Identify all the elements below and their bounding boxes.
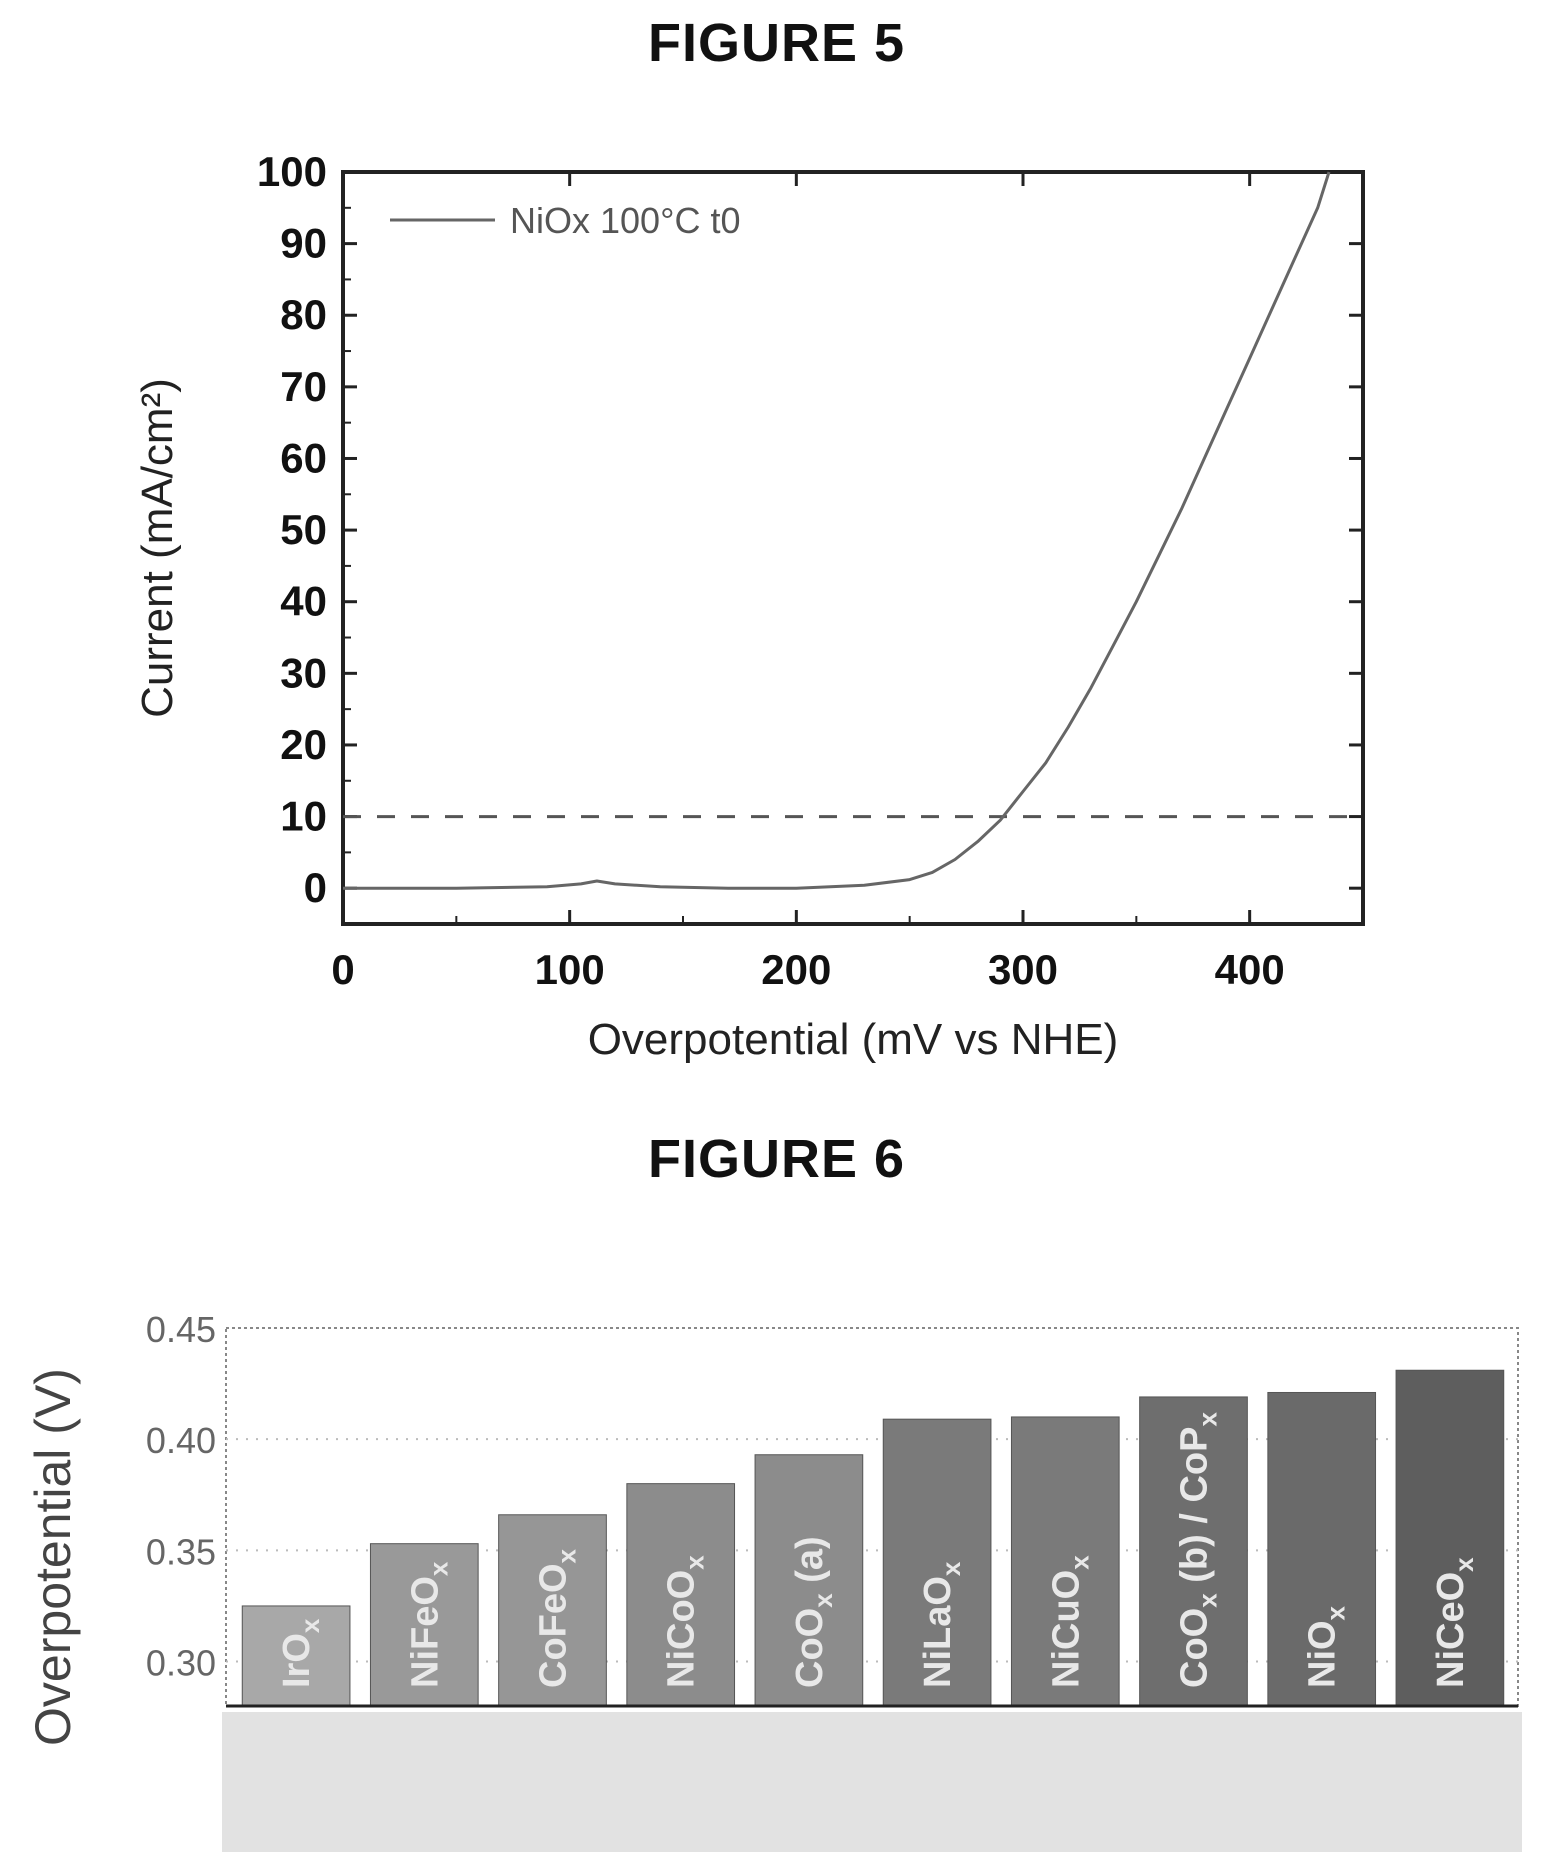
figure-5-line-chart: 0 10 20 30 40 50 60 70 80 90 100 0 100 200 300 400 Overp… — [133, 148, 1365, 1064]
fig5-x-tick-label: 0 — [331, 946, 354, 993]
fig6-bar-label: IrOx — [276, 1618, 325, 1688]
fig6-bar — [369, 1543, 479, 1707]
fig5-x-tick-label: 100 — [535, 946, 605, 993]
fig5-y-tick-label: 40 — [280, 578, 327, 625]
fig6-bar-label: NiFeOx — [404, 1561, 453, 1688]
fig6-bar-label: CoOx (a) — [789, 1536, 838, 1688]
fig5-y-axis-label: Current (mA/cm²) — [133, 378, 182, 718]
figure-5-title: FIGURE 5 — [647, 13, 906, 73]
fig5-y-tick-label: 30 — [280, 649, 327, 696]
svg-text:NiCoOx: NiCoOx — [661, 1555, 710, 1688]
svg-text:NiCuOx: NiCuOx — [1045, 1555, 1094, 1688]
fig6-bar — [1010, 1416, 1120, 1707]
fig5-x-tick-label: 300 — [988, 946, 1058, 993]
fig5-legend-label: NiOx 100°C t0 — [510, 200, 740, 241]
fig5-y-tick-label: 60 — [280, 434, 327, 481]
svg-text:IrOx: IrOx — [276, 1618, 325, 1688]
fig5-x-tick-label: 200 — [761, 946, 831, 993]
fig6-bar — [241, 1605, 351, 1707]
svg-text:CoFeOx: CoFeOx — [533, 1548, 582, 1688]
fig6-bar-label: NiCeOx — [1430, 1557, 1479, 1688]
fig6-y-tick-label: 0.40 — [146, 1420, 216, 1461]
svg-text:NiLaOx: NiLaOx — [917, 1561, 966, 1688]
fig5-plot-frame — [341, 170, 1365, 926]
fig6-y-tick-label: 0.35 — [146, 1531, 216, 1572]
fig5-y-tick-label: 10 — [280, 793, 327, 840]
fig5-y-tick-label: 80 — [280, 291, 327, 338]
fig5-x-axis-label: Overpotential (mV vs NHE) — [588, 1015, 1119, 1064]
svg-text:NiOx: NiOx — [1302, 1605, 1351, 1688]
fig6-bar-label: NiOx — [1302, 1605, 1351, 1688]
fig6-bar-label: CoFeOx — [533, 1548, 582, 1688]
fig5-y-tick-label: 90 — [280, 220, 327, 267]
fig6-bar-label: CoOx (b) / CoPx — [1174, 1412, 1223, 1688]
fig6-bar — [626, 1483, 736, 1707]
svg-text:CoOx (a): CoOx (a) — [789, 1536, 838, 1688]
fig6-bar-label: NiLaOx — [917, 1561, 966, 1688]
fig5-x-tick-label: 400 — [1215, 946, 1285, 993]
fig5-y-tick-label: 20 — [280, 721, 327, 768]
svg-text:NiFeOx: NiFeOx — [404, 1561, 453, 1688]
fig6-bar — [882, 1418, 992, 1707]
fig6-bottom-band — [222, 1712, 1522, 1852]
fig6-y-tick-label: 0.30 — [146, 1643, 216, 1684]
fig6-bar-label: NiCuOx — [1045, 1555, 1094, 1688]
svg-text:CoOx (b) / CoPx: CoOx (b) / CoPx — [1174, 1412, 1223, 1688]
fig6-bar — [754, 1454, 864, 1707]
svg-text:NiCeOx: NiCeOx — [1430, 1557, 1479, 1688]
fig5-y-tick-label: 50 — [280, 506, 327, 553]
fig6-y-axis-label: Overpotential (V) — [25, 1368, 81, 1746]
fig6-bar — [1395, 1369, 1505, 1707]
fig6-bar — [1139, 1396, 1248, 1707]
fig5-series-line — [343, 171, 1331, 890]
fig5-y-tick-label: 70 — [280, 363, 327, 410]
fig5-y-tick-label: 0 — [304, 864, 327, 911]
fig6-bar — [1267, 1391, 1377, 1707]
fig6-bar-label: NiCoOx — [661, 1555, 710, 1688]
figure-6-title: FIGURE 6 — [647, 1129, 906, 1189]
fig6-bar — [498, 1514, 607, 1707]
fig5-y-tick-label: 100 — [257, 148, 327, 195]
fig6-y-tick-label: 0.45 — [146, 1309, 216, 1350]
